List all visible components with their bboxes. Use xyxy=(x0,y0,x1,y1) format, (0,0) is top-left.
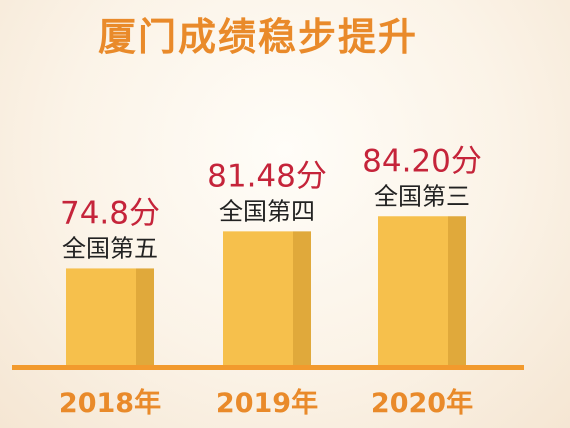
bar-face xyxy=(378,216,448,365)
rank-label: 全国第三 xyxy=(374,182,470,210)
value-label: 81.48分 xyxy=(207,158,327,194)
chart-title: 厦门成绩稳步提升 xyxy=(97,15,418,59)
rank-label: 全国第四 xyxy=(219,197,315,225)
category-label: 2019年 xyxy=(216,387,318,419)
bar-face xyxy=(66,268,136,365)
bar-side xyxy=(448,216,466,365)
category-label: 2018年 xyxy=(59,387,161,419)
rank-label: 全国第五 xyxy=(62,234,158,262)
bar-side xyxy=(293,231,311,365)
value-label: 84.20分 xyxy=(362,143,482,179)
bar-face xyxy=(223,231,293,365)
bar-side xyxy=(136,268,154,365)
baseline xyxy=(12,365,524,370)
category-label: 2020年 xyxy=(371,387,473,419)
value-label: 74.8分 xyxy=(60,195,160,231)
